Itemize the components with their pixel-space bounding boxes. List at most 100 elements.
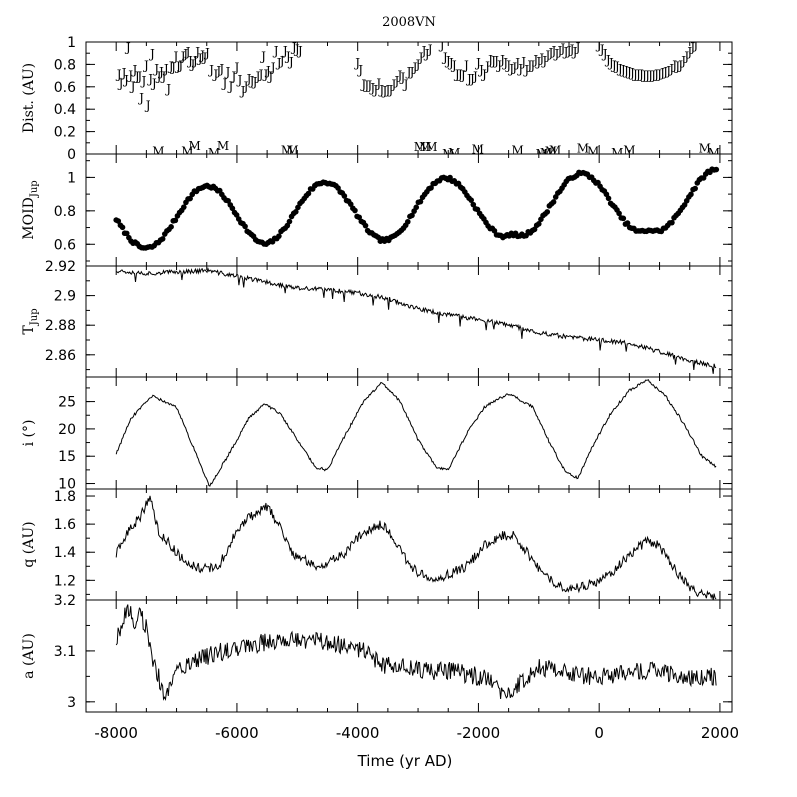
j-marker: J [201, 51, 208, 65]
series-line [115, 379, 717, 487]
j-marker: J [522, 63, 529, 77]
j-marker: J [610, 58, 617, 72]
j-marker: J [174, 60, 181, 74]
j-marker: J [359, 77, 366, 91]
j-marker: J [598, 43, 605, 57]
j-marker: J [507, 62, 514, 76]
j-marker: J [537, 52, 544, 66]
j-marker: J [157, 65, 164, 79]
moid-point [187, 195, 193, 202]
moid-point [616, 210, 622, 217]
j-marker: J [492, 54, 499, 68]
j-marker: J [150, 76, 157, 90]
j-marker: J [191, 54, 198, 68]
j-marker: J [290, 40, 297, 54]
j-marker: J [411, 61, 418, 75]
j-marker: J [172, 49, 179, 63]
j-marker: J [682, 49, 689, 63]
j-marker: J [377, 83, 384, 97]
x-axis-label: Time (yr AD) [357, 752, 453, 770]
j-marker: J [188, 57, 195, 71]
j-marker: J [637, 67, 644, 81]
j-marker: J [556, 44, 563, 58]
j-marker: J [613, 60, 620, 74]
j-marker: J [383, 83, 390, 97]
m-marker: M [699, 141, 711, 155]
j-marker: J [607, 56, 614, 70]
j-marker: J [673, 60, 680, 74]
j-marker: J [525, 58, 532, 72]
moid-point [544, 209, 551, 215]
j-marker: J [601, 47, 608, 61]
moid-point [276, 233, 282, 239]
moid-point [413, 204, 420, 211]
x-tick-label: -8000 [94, 724, 138, 742]
j-marker: J [120, 66, 127, 80]
moid-point [305, 190, 312, 197]
j-marker: J [450, 58, 457, 72]
moid-point [123, 230, 130, 237]
j-marker: J [417, 51, 424, 65]
m-marker: M [189, 139, 201, 153]
moid-point [536, 221, 542, 227]
j-marker: J [393, 74, 400, 88]
j-marker: J [181, 47, 188, 61]
j-marker: J [230, 70, 237, 84]
m-marker: M [549, 144, 561, 158]
data-layer [115, 267, 717, 374]
j-marker: J [616, 62, 623, 76]
y-axis-label: MOIDJup [21, 180, 40, 239]
j-marker: J [498, 53, 505, 67]
j-marker: J [685, 45, 692, 59]
moid-point [470, 201, 477, 208]
y-tick-label: 1 [67, 35, 76, 51]
moid-point [417, 198, 424, 205]
moid-point [468, 197, 474, 203]
j-marker: J [516, 62, 523, 76]
j-marker: J [236, 73, 243, 87]
m-marker: M [286, 144, 298, 158]
y-tick-label: 1.8 [54, 489, 76, 505]
m-marker: M [281, 144, 293, 158]
j-marker: J [287, 55, 294, 69]
j-marker: J [553, 47, 560, 61]
j-marker: J [655, 67, 662, 81]
y-tick-label: 0.8 [54, 57, 76, 73]
j-marker: J [504, 58, 511, 72]
j-marker: J [207, 63, 214, 77]
j-marker: J [117, 76, 124, 90]
m-marker: M [708, 146, 720, 160]
j-marker: J [438, 38, 445, 52]
j-marker: J [266, 70, 273, 84]
series-line [115, 604, 717, 702]
y-tick-label: 20 [58, 422, 76, 438]
j-marker: J [380, 84, 387, 98]
m-marker: M [152, 145, 164, 159]
panel-2: 0.6 0.8 1 MOIDJup [21, 153, 733, 267]
moid-point [624, 220, 631, 226]
j-marker: J [462, 58, 469, 72]
j-marker: J [519, 55, 526, 69]
j-marker: J [251, 75, 258, 89]
j-marker: J [477, 63, 484, 77]
m-marker: M [472, 142, 484, 156]
y-tick-label: 3 [67, 695, 76, 711]
j-marker: J [528, 58, 535, 72]
j-marker: J [356, 63, 363, 77]
j-marker: J [441, 51, 448, 65]
data-layer [115, 604, 717, 702]
j-marker: J [137, 91, 144, 105]
j-marker: J [670, 58, 677, 72]
j-marker: J [474, 56, 481, 70]
j-marker: J [399, 71, 406, 85]
y-tick-label: 2.86 [45, 348, 76, 364]
moid-point [491, 227, 498, 234]
moid-point [292, 209, 299, 215]
j-marker: J [501, 56, 508, 70]
j-marker: J [513, 56, 520, 70]
j-marker: J [362, 79, 369, 93]
y-axis-label-main: T [21, 325, 37, 335]
j-marker: J [571, 45, 578, 59]
j-marker: J [510, 61, 517, 75]
